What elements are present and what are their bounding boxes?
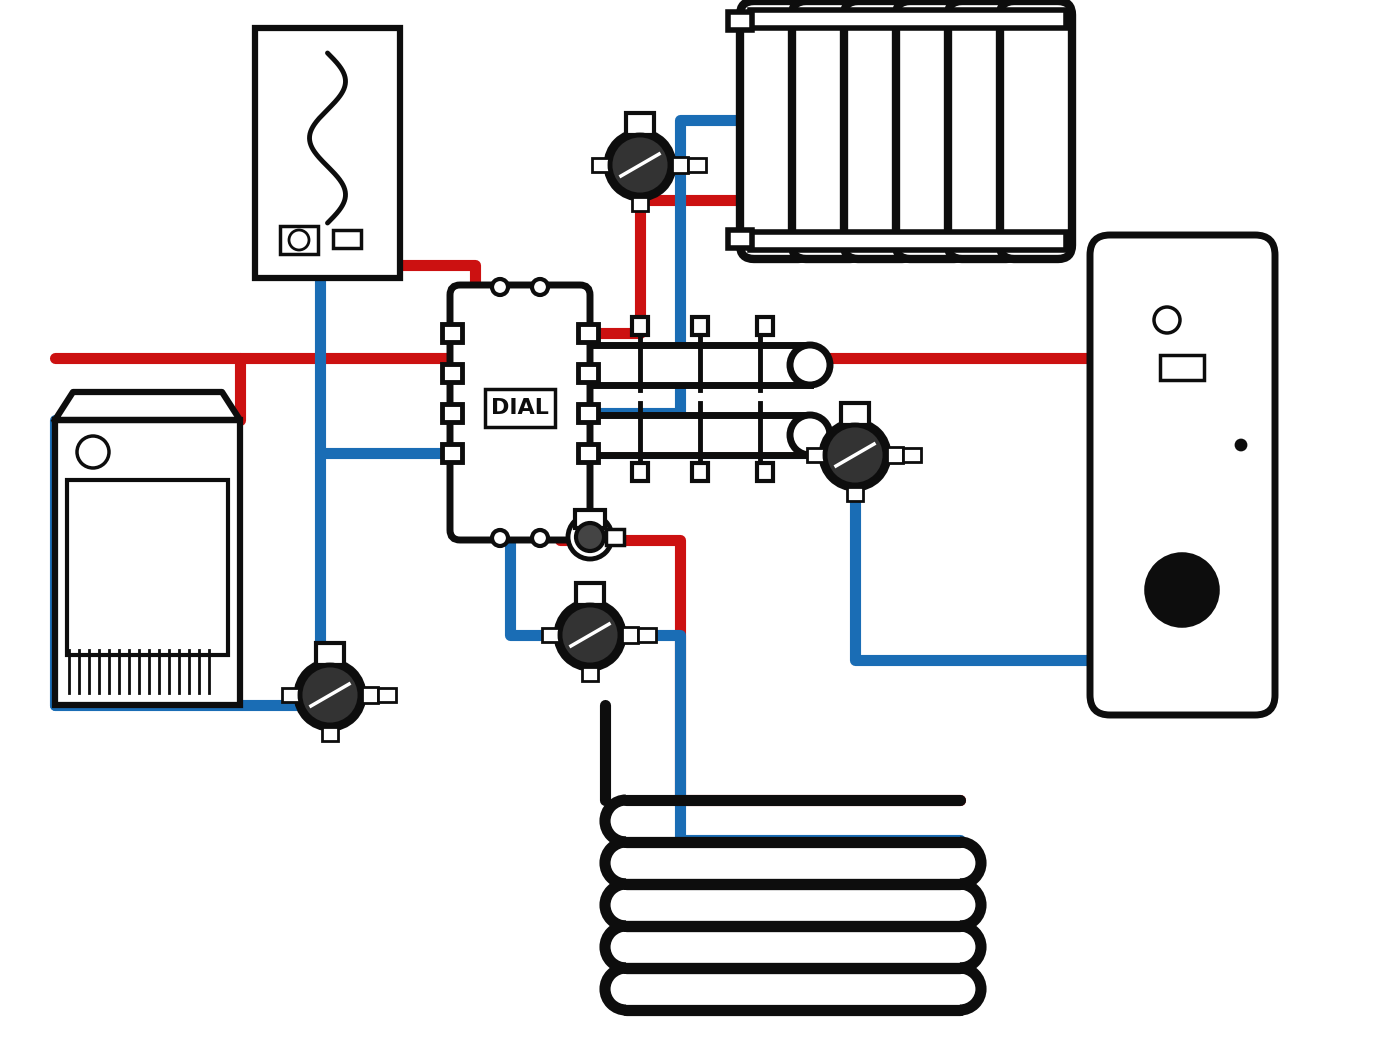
- Bar: [333, 230, 361, 248]
- Circle shape: [575, 522, 605, 551]
- Bar: [579, 415, 809, 455]
- Circle shape: [492, 530, 508, 545]
- Bar: [578, 324, 598, 342]
- Bar: [485, 389, 554, 427]
- Circle shape: [492, 279, 508, 295]
- Circle shape: [288, 230, 309, 250]
- Circle shape: [560, 605, 620, 665]
- Bar: [638, 628, 656, 642]
- Bar: [756, 463, 773, 481]
- Bar: [606, 529, 624, 545]
- Bar: [729, 11, 752, 30]
- Circle shape: [532, 279, 547, 295]
- Bar: [903, 448, 921, 462]
- Bar: [280, 226, 318, 254]
- Bar: [756, 317, 773, 335]
- Bar: [807, 448, 825, 462]
- Bar: [632, 198, 648, 211]
- Bar: [54, 420, 240, 705]
- Bar: [692, 317, 708, 335]
- FancyBboxPatch shape: [793, 1, 864, 259]
- Circle shape: [295, 661, 364, 729]
- Bar: [582, 667, 598, 681]
- Bar: [1160, 355, 1204, 380]
- Bar: [847, 487, 864, 501]
- Bar: [67, 480, 228, 655]
- Bar: [887, 447, 903, 463]
- Bar: [281, 688, 299, 702]
- Bar: [688, 158, 706, 172]
- Bar: [579, 345, 809, 385]
- Bar: [623, 627, 638, 643]
- Circle shape: [820, 421, 889, 489]
- Circle shape: [825, 425, 885, 485]
- Bar: [625, 113, 653, 135]
- FancyBboxPatch shape: [450, 285, 591, 540]
- Circle shape: [1153, 307, 1180, 333]
- Bar: [442, 404, 462, 422]
- Bar: [578, 444, 598, 462]
- Bar: [362, 687, 378, 703]
- Circle shape: [790, 415, 830, 455]
- Bar: [575, 583, 605, 605]
- FancyBboxPatch shape: [740, 1, 812, 259]
- Bar: [632, 463, 648, 481]
- Bar: [378, 688, 396, 702]
- Bar: [322, 727, 338, 741]
- Bar: [542, 628, 560, 642]
- Circle shape: [568, 515, 612, 559]
- Bar: [442, 364, 462, 382]
- Polygon shape: [54, 392, 240, 420]
- Circle shape: [790, 345, 830, 385]
- Circle shape: [299, 665, 359, 725]
- Circle shape: [77, 436, 109, 468]
- Bar: [592, 158, 610, 172]
- Circle shape: [610, 135, 670, 195]
- FancyBboxPatch shape: [1089, 235, 1275, 715]
- Circle shape: [532, 530, 547, 545]
- Bar: [442, 324, 462, 342]
- Bar: [578, 364, 598, 382]
- Circle shape: [606, 131, 674, 199]
- Bar: [749, 232, 1066, 250]
- FancyBboxPatch shape: [896, 1, 968, 259]
- Circle shape: [556, 601, 624, 669]
- FancyBboxPatch shape: [844, 1, 917, 259]
- Bar: [671, 157, 688, 173]
- Bar: [578, 404, 598, 422]
- FancyBboxPatch shape: [949, 1, 1020, 259]
- Circle shape: [1236, 440, 1245, 450]
- Bar: [729, 230, 752, 248]
- Bar: [255, 28, 400, 278]
- Bar: [575, 510, 605, 528]
- FancyBboxPatch shape: [1000, 1, 1073, 259]
- Bar: [692, 463, 708, 481]
- Bar: [841, 403, 869, 425]
- Bar: [316, 643, 344, 665]
- Bar: [632, 317, 648, 335]
- Bar: [442, 444, 462, 462]
- Circle shape: [1146, 555, 1217, 625]
- Text: DIAL: DIAL: [492, 398, 549, 418]
- Bar: [749, 10, 1066, 28]
